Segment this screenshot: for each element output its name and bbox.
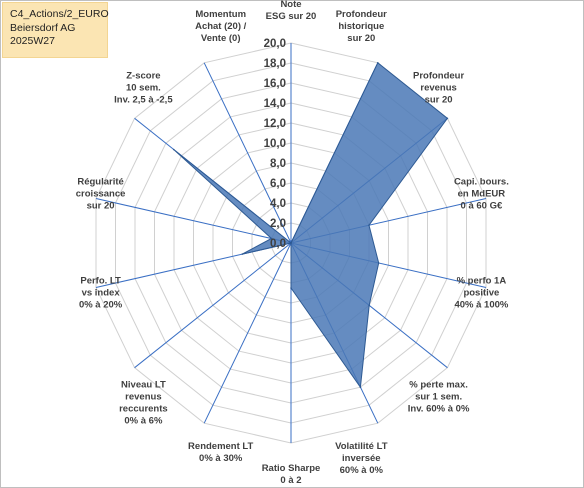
data-point	[241, 253, 244, 255]
axis-label-line: Vente (0)	[201, 33, 241, 44]
axis-label-line: reccurents	[119, 403, 168, 414]
axis-label: Momentum Achat (20) / Vente (0)	[195, 9, 247, 44]
data-point	[290, 242, 292, 244]
header-line-1: C4_Actions/2_EURO	[10, 8, 109, 20]
axis-label: Z-score 10 sem. Inv. 2,5 à -2,5	[114, 71, 173, 106]
axis-label: Régularité croissance sur 20	[76, 177, 126, 212]
axis-label-line: Volatilité LT	[335, 441, 388, 452]
data-point	[368, 304, 371, 307]
axis-label: Capi. bours. en MdEUR 0 à 60 G€	[454, 177, 509, 212]
axis-label-line: sur 20	[425, 95, 453, 106]
axis-label-line: Rendement LT	[188, 441, 253, 452]
axis-label-line: Niveau LT	[121, 379, 166, 390]
data-point	[172, 148, 175, 151]
header-line-3: 2025W27	[10, 35, 55, 47]
data-point	[446, 117, 449, 120]
axis-label: % perte max. sur 1 sem. Inv. 60% à 0%	[408, 379, 470, 414]
axis-label: Ratio Sharpe 0 à 2	[262, 463, 321, 486]
header-line-2: Beiersdorf AG	[10, 21, 76, 34]
axis-label-line: 0% à 6%	[124, 415, 163, 426]
axis-label-line: Ratio Sharpe	[262, 463, 321, 474]
axis-label-line: 0 à 2	[280, 475, 301, 486]
data-point	[270, 237, 273, 240]
tick-label: 16,0	[264, 78, 286, 90]
axis-label: Volatilité LT inversée 60% à 0%	[335, 441, 388, 476]
axis-label-line: sur 20	[87, 201, 115, 212]
axis-label-line: Note	[280, 0, 301, 10]
axis-label: Profondeur revenus sur 20	[413, 71, 464, 106]
tick-label: 0,0	[270, 238, 286, 250]
axis-label-line: revenus	[125, 391, 161, 402]
axis-label-line: 0 à 60 G€	[461, 201, 503, 212]
axis-label-line: Momentum	[195, 9, 246, 20]
axis-label-line: ESG sur 20	[266, 11, 317, 22]
tick-label: 2,0	[270, 218, 286, 230]
axis-label-line: Profondeur	[336, 9, 387, 20]
tick-label: 14,0	[264, 98, 286, 110]
axis-label-line: croissance	[76, 189, 126, 200]
axis-label-line: 0% à 20%	[79, 299, 123, 310]
data-point	[377, 262, 380, 264]
tick-label: 10,0	[264, 138, 286, 150]
axis-label-line: en MdEUR	[458, 189, 506, 200]
tick-label: 8,0	[270, 158, 286, 170]
axis-label-line: 10 sem.	[126, 83, 161, 94]
axis-label-line: revenus	[420, 83, 456, 94]
axis-spoke	[203, 242, 292, 424]
axis-label: Profondeur historique sur 20	[336, 9, 387, 44]
axis-label: % perfo 1A positive 40% à 100%	[454, 275, 508, 310]
axis-label-line: positive	[463, 287, 499, 298]
tick-label: 20,0	[264, 38, 286, 50]
axis-label: Perfo. LT vs index 0% à 20%	[79, 275, 123, 310]
axis-label-line: Capi. bours.	[454, 177, 509, 188]
tick-label: 18,0	[264, 58, 286, 70]
axis-label-line: % perte max.	[409, 379, 468, 390]
axis-label-line: 40% à 100%	[454, 299, 508, 310]
axis-label: Note ESG sur 20	[266, 0, 317, 22]
axis-label-line: sur 20	[347, 33, 375, 44]
axis-spoke	[134, 242, 292, 369]
axis-label-line: vs index	[82, 287, 121, 298]
axis-label-line: sur 1 sem.	[415, 391, 462, 402]
axis-label-line: 60% à 0%	[340, 465, 384, 476]
axis-label: Niveau LT revenus reccurents 0% à 6%	[119, 379, 168, 426]
tick-label: 6,0	[270, 178, 286, 190]
axis-label-line: Profondeur	[413, 71, 464, 82]
axis-label-line: historique	[338, 21, 384, 32]
axis-label-line: Perfo. LT	[80, 275, 121, 286]
tick-label: 12,0	[264, 118, 286, 130]
data-point	[290, 287, 292, 289]
axis-spoke	[95, 198, 292, 244]
axis-label-line: inversée	[342, 453, 381, 464]
axis-label: Rendement LT 0% à 30%	[188, 441, 253, 464]
axis-label-line: Inv. 60% à 0%	[408, 403, 470, 414]
axis-label-line: 0% à 30%	[199, 453, 243, 464]
axis-label-line: Régularité	[77, 177, 123, 188]
axis-label-line: Z-score	[126, 71, 160, 82]
data-point	[368, 224, 370, 226]
chart-header-box: C4_Actions/2_EURO Beiersdorf AG 2025W27	[2, 2, 109, 58]
data-point	[359, 386, 362, 389]
data-point	[377, 62, 379, 64]
axis-spoke	[203, 62, 292, 244]
axis-label-line: % perfo 1A	[457, 275, 507, 286]
axis-label-line: Inv. 2,5 à -2,5	[114, 95, 173, 106]
tick-label: 4,0	[270, 198, 286, 210]
axis-label-line: Achat (20) /	[195, 21, 247, 32]
